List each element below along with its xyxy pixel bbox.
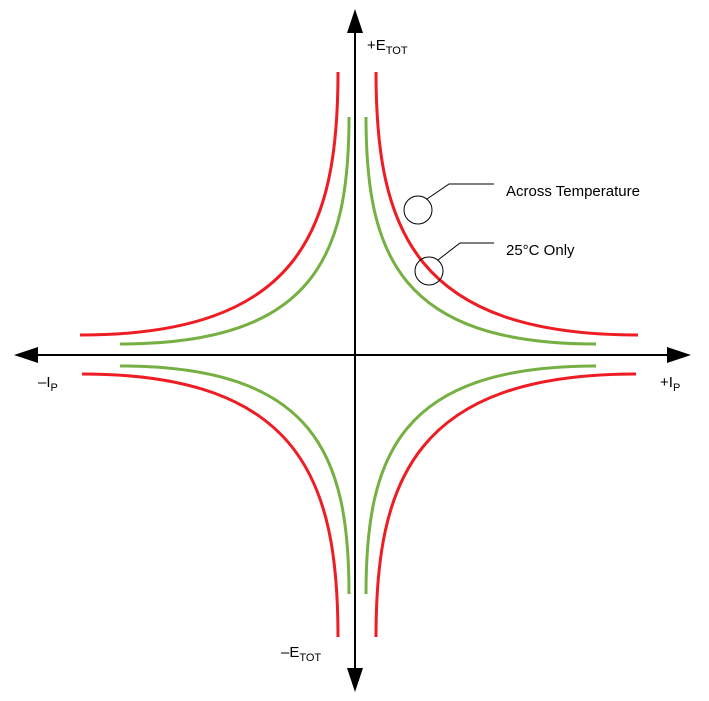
axis-label-base: E: [375, 37, 386, 54]
axis-label-positive-e-tot: +ETOT: [367, 38, 408, 57]
callout-leader-across-temperature: [426, 183, 494, 200]
axis-arrow-right: [667, 347, 691, 363]
axis-label-subscript: P: [50, 382, 58, 394]
axis-label-subscript: P: [672, 382, 681, 394]
axis-arrow-down: [347, 668, 363, 692]
axis-arrow-left: [14, 347, 38, 363]
axis-label-base: I: [46, 374, 51, 391]
across-temperature-curve-upper-right: [374, 71, 639, 337]
across-temperature-curve-upper-left: [79, 71, 340, 337]
callout-label-across-temperature: Across Temperature: [506, 183, 640, 200]
callout-circle-room-temperature: [414, 256, 444, 286]
room-temperature-curve-lower-right: [364, 364, 597, 595]
room-temperature-curve-upper-right: [364, 116, 597, 346]
axis-label-subscript: TOT: [385, 45, 408, 57]
axis-label-sign: +: [367, 37, 376, 54]
axis-label-sign: +: [660, 374, 669, 391]
room-temperature-curve-upper-left: [119, 116, 351, 346]
axis-label-negative-e-tot: –ETOT: [281, 645, 321, 664]
across-temperature-curve-lower-right: [374, 372, 637, 638]
room-temperature-curve-lower-left: [119, 364, 351, 595]
axis-arrow-up: [347, 9, 363, 33]
axis-label-sign: –: [281, 644, 290, 661]
across-temperature-curve-lower-left: [81, 372, 340, 638]
axis-label-sign: –: [38, 374, 47, 391]
axis-label-subscript: TOT: [299, 652, 322, 664]
callout-leader-room-temperature: [437, 242, 494, 261]
axis-label-base: E: [289, 644, 300, 661]
axis-label-base: I: [668, 374, 673, 391]
axis-label-negative-i-p: –IP: [38, 375, 58, 394]
callout-circle-across-temperature: [403, 195, 433, 225]
axis-label-positive-i-p: +IP: [660, 375, 680, 394]
callout-label-room-temperature: 25°C Only: [506, 242, 575, 259]
